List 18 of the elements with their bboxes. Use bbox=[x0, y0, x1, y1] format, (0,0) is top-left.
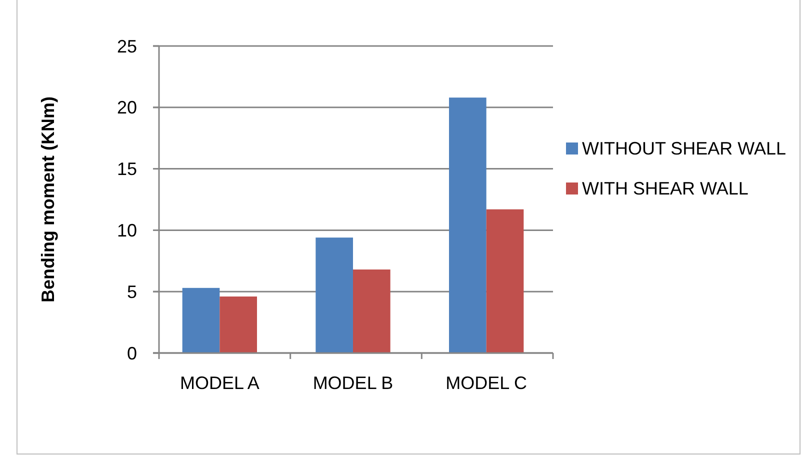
y-tick-label: 5 bbox=[126, 282, 137, 302]
y-tick-label: 25 bbox=[116, 36, 137, 56]
bar bbox=[182, 288, 220, 353]
y-tick-label: 15 bbox=[116, 159, 137, 180]
legend-label: WITHOUT SHEAR WALL bbox=[582, 138, 786, 158]
y-tick-label: 0 bbox=[126, 343, 137, 364]
bar bbox=[316, 238, 353, 353]
x-tick-label: MODEL B bbox=[312, 373, 394, 393]
x-tick-label: MODEL A bbox=[180, 373, 260, 393]
bar bbox=[486, 209, 524, 353]
x-tick-label: MODEL C bbox=[446, 373, 528, 393]
bar bbox=[220, 296, 257, 353]
bar bbox=[449, 98, 486, 353]
y-tick-label: 20 bbox=[116, 98, 137, 118]
y-axis-title: Bending moment (KNm) bbox=[38, 96, 58, 302]
legend-label: WITH SHEAR WALL bbox=[582, 178, 748, 198]
y-tick-label: 10 bbox=[116, 220, 137, 240]
bar bbox=[353, 269, 390, 353]
